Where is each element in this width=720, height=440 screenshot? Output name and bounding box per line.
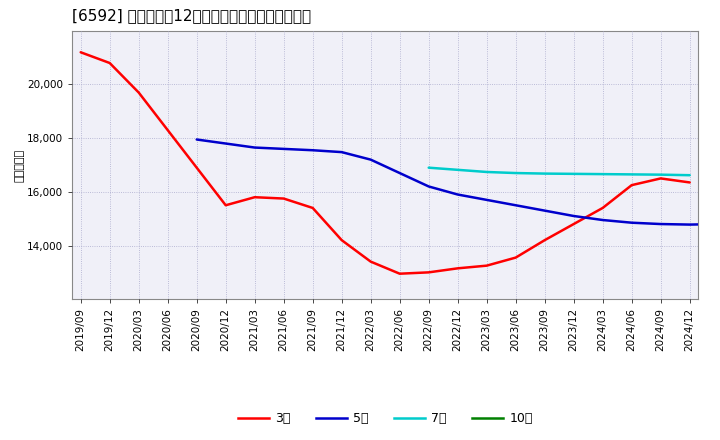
Text: [6592] 当期純利益12か月移動合計の平均値の推移: [6592] 当期純利益12か月移動合計の平均値の推移: [72, 7, 311, 23]
Legend: 3年, 5年, 7年, 10年: 3年, 5年, 7年, 10年: [233, 407, 538, 430]
Y-axis label: （百万円）: （百万円）: [14, 148, 24, 182]
